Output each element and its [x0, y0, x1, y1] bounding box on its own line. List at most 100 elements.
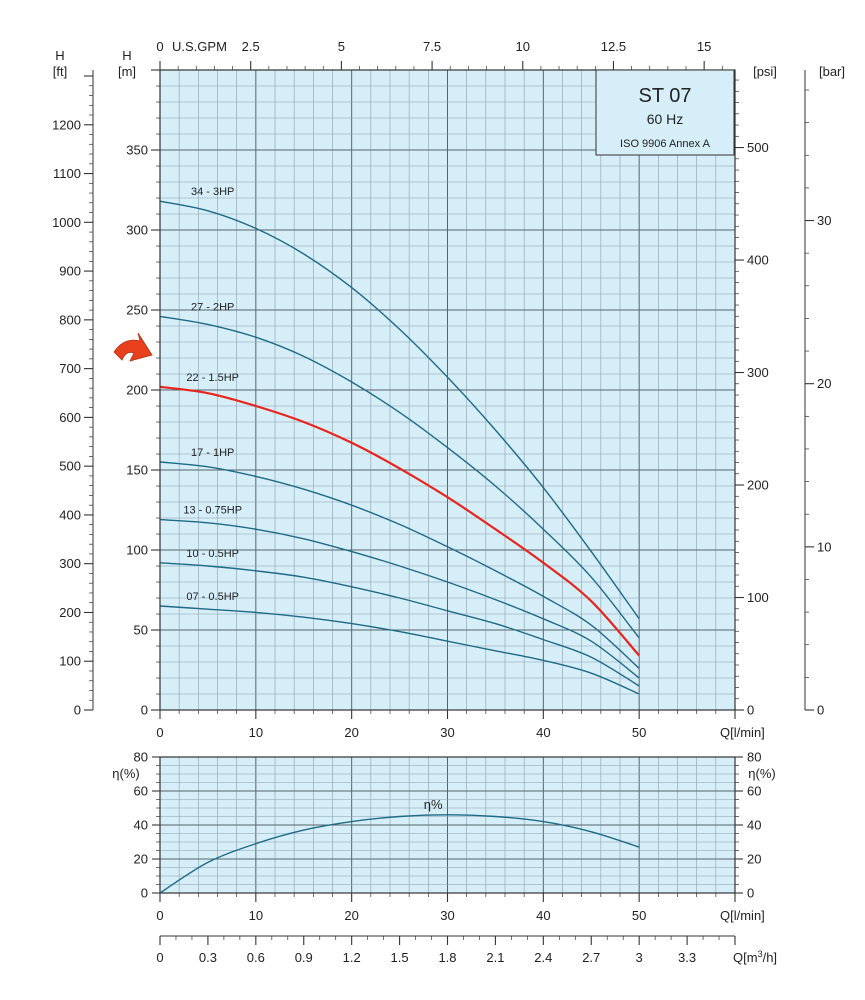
- head-plot: 34 - 3HP 27 - 2HP 22 - 1.5HP 17 - 1HP 13 - 0…: [159, 69, 736, 711]
- h-m-axis-tick-label: 250: [126, 303, 148, 318]
- q-eff-axis-tick-label: 20: [344, 908, 358, 923]
- gpm-axis-tick-label: 5: [338, 39, 345, 54]
- efficiency-plot: η%: [159, 756, 736, 894]
- gpm-axis-tick-label: 12.5: [601, 39, 626, 54]
- m3h-axis-tick-label: 0: [156, 950, 163, 965]
- unit-q-eff: Q[l/min]: [720, 908, 765, 923]
- q-eff-axis-tick-label: 50: [632, 908, 646, 923]
- h-ft-axis-tick-label: 700: [59, 361, 81, 376]
- h-ft-axis-tick-label: 300: [59, 556, 81, 571]
- h-ft-axis-tick-label: 1000: [52, 215, 81, 230]
- m3h-axis-tick-label: 0.3: [199, 950, 217, 965]
- bar-axis-tick-label: 0: [817, 703, 824, 718]
- psi-axis-tick-label: 200: [747, 478, 769, 493]
- unit-eta-left: η(%): [112, 766, 139, 781]
- unit-q-m3h-prefix: Q[m: [733, 950, 758, 965]
- m3h-axis-tick-label: 3.3: [678, 950, 696, 965]
- unit-eta-right: η(%): [748, 766, 775, 781]
- gpm-axis-tick-label: 15: [697, 39, 711, 54]
- head-curve-2: [159, 385, 641, 657]
- q-eff-axis-tick-label: 40: [536, 908, 550, 923]
- h-m-axis-tick-label: 350: [126, 143, 148, 158]
- head-curve-label-1: 27 - 2HP: [191, 301, 234, 313]
- eta-left-axis-tick-label: 60: [134, 784, 148, 799]
- unit-h-ft: [ft]: [53, 64, 67, 79]
- gpm-axis-tick-label: 2.5: [242, 39, 260, 54]
- head-curve-0: [159, 200, 640, 620]
- m3h-axis-tick-label: 2.7: [582, 950, 600, 965]
- m3h-axis-tick-label: 0.9: [295, 950, 313, 965]
- h-ft-axis-tick-label: 400: [59, 507, 81, 522]
- head-curve-label-5: 10 - 0.5HP: [186, 548, 239, 560]
- h-m-axis-tick-label: 300: [126, 223, 148, 238]
- m3h-axis-tick-label: 1.8: [438, 950, 456, 965]
- h-ft-axis-tick-label: 100: [59, 654, 81, 669]
- h-ft-axis-tick-label: 1100: [53, 166, 81, 181]
- gpm-axis-tick-label: 7.5: [423, 39, 441, 54]
- head-curve-1: [159, 315, 640, 639]
- head-curve-label-6: 07 - 0.5HP: [186, 591, 239, 603]
- title-frequency: 60 Hz: [647, 111, 684, 127]
- m3h-axis-tick-label: 1.5: [391, 950, 409, 965]
- m3h-axis-tick-label: 1.2: [343, 950, 361, 965]
- eta-right-axis-tick-label: 40: [747, 818, 761, 833]
- head-curve-4: [159, 518, 640, 679]
- eta-left-axis-tick-label: 80: [134, 750, 148, 765]
- head-curve-6: [159, 605, 640, 695]
- q-main-axis-tick-label: 20: [344, 725, 358, 740]
- h-ft-axis-tick-label: 800: [59, 312, 81, 327]
- head-curve-label-4: 13 - 0.75HP: [183, 505, 242, 517]
- h-m-axis-tick-label: 150: [126, 463, 148, 478]
- unit-gpm: U.S.GPM: [172, 39, 227, 54]
- unit-q-m3h-suffix: /h]: [763, 950, 777, 965]
- unit-h-ft-top: H: [55, 48, 64, 63]
- h-ft-axis-tick-label: 0: [74, 703, 81, 718]
- h-m-axis-tick-label: 50: [134, 623, 148, 638]
- head-curve-label-3: 17 - 1HP: [191, 447, 234, 459]
- h-ft-axis-tick-label: 1200: [52, 117, 81, 132]
- m3h-axis-tick-label: 0.6: [247, 950, 265, 965]
- q-main-axis-tick-label: 40: [536, 725, 550, 740]
- efficiency-curve-label: η%: [424, 797, 443, 812]
- gpm-axis-tick-label: 0: [156, 39, 163, 54]
- h-m-axis-tick-label: 200: [126, 383, 148, 398]
- unit-q-m3h-sup: 3: [758, 949, 763, 959]
- unit-h-m: [m]: [118, 64, 136, 79]
- head-curve-label-2: 22 - 1.5HP: [186, 372, 239, 384]
- q-main-axis-tick-label: 50: [632, 725, 646, 740]
- head-curve-label-0: 34 - 3HP: [191, 186, 234, 198]
- h-m-axis-tick-label: 0: [141, 703, 148, 718]
- m3h-axis-tick-label: 2.4: [534, 950, 552, 965]
- unit-bar: [bar]: [819, 64, 845, 79]
- eta-right-axis-tick-label: 60: [747, 784, 761, 799]
- unit-q-main: Q[l/min]: [720, 725, 765, 740]
- psi-axis-tick-label: 400: [747, 253, 769, 268]
- head-curve-5: [159, 562, 640, 687]
- h-ft-axis-tick-label: 900: [59, 264, 81, 279]
- eta-left-axis-tick-label: 20: [134, 852, 148, 867]
- eta-left-axis-tick-label: 0: [141, 886, 148, 901]
- q-main-axis-tick-label: 30: [440, 725, 454, 740]
- eta-right-axis-tick-label: 80: [747, 750, 761, 765]
- highlight-arrow-icon: [113, 332, 153, 362]
- unit-psi: [psi]: [753, 64, 777, 79]
- h-m-axis-tick-label: 100: [126, 543, 148, 558]
- psi-axis-tick-label: 300: [747, 365, 769, 380]
- bar-axis-tick-label: 10: [817, 539, 831, 554]
- q-eff-axis-tick-label: 0: [156, 908, 163, 923]
- unit-q-m3h: Q[m3/h]: [733, 949, 777, 965]
- m3h-axis-tick-label: 2.1: [486, 950, 504, 965]
- h-ft-axis-tick-label: 600: [59, 410, 81, 425]
- efficiency-curve: [159, 814, 640, 894]
- unit-h-m-top: H: [122, 48, 131, 63]
- gpm-axis-tick-label: 10: [516, 39, 530, 54]
- bar-axis-tick-label: 20: [817, 376, 831, 391]
- title-box: ST 07 60 Hz ISO 9906 Annex A: [595, 69, 735, 156]
- q-main-axis-tick-label: 10: [249, 725, 263, 740]
- q-eff-axis-tick-label: 30: [440, 908, 454, 923]
- h-ft-axis-tick-label: 200: [59, 605, 81, 620]
- eta-right-axis-tick-label: 0: [747, 886, 754, 901]
- eta-left-axis-tick-label: 40: [134, 818, 148, 833]
- axes: 0501001502002503003500100200300400500600…: [52, 39, 831, 965]
